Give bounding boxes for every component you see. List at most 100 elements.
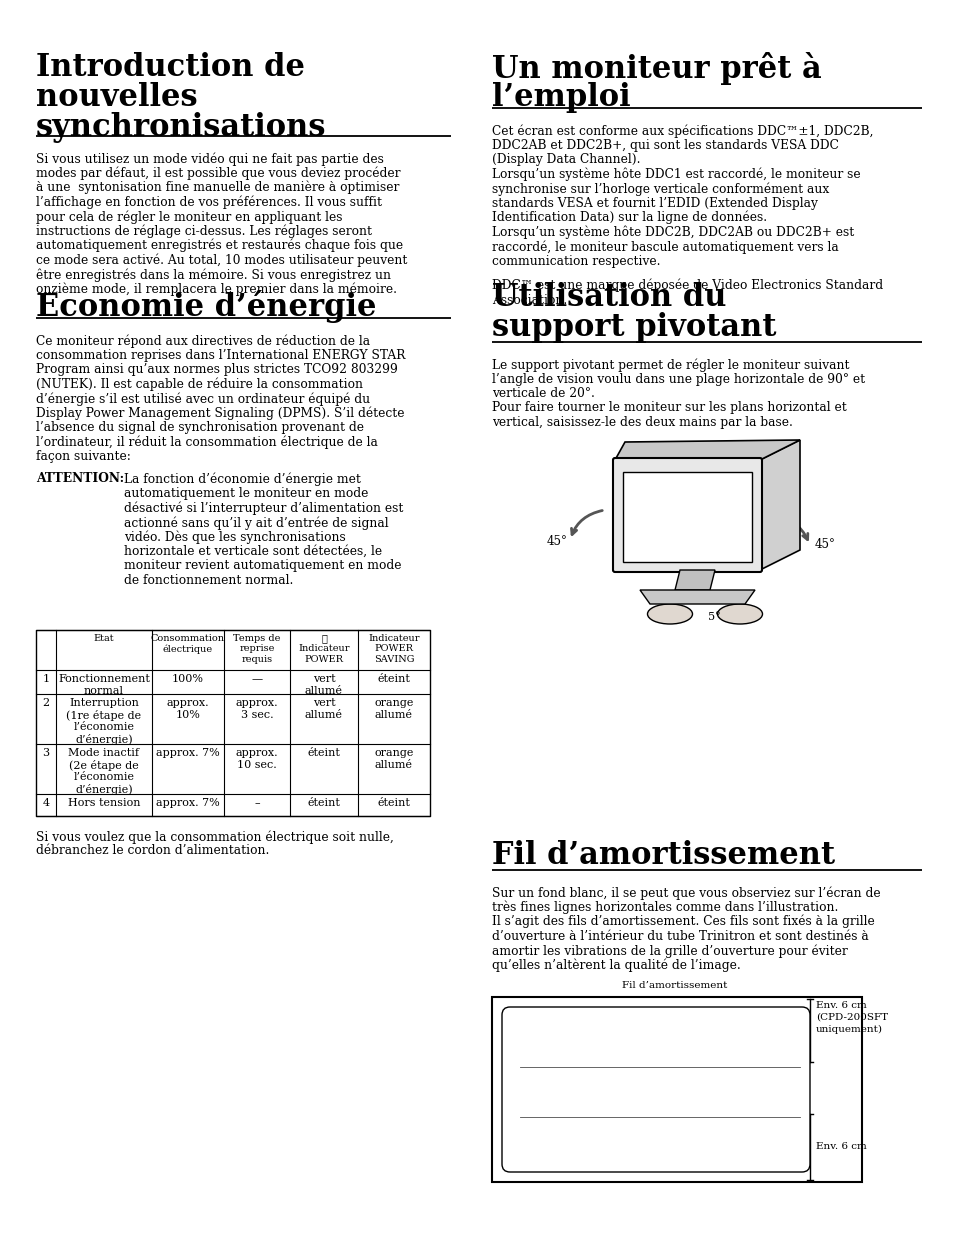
- Text: Display Power Management Signaling (DPMS). S’il détecte: Display Power Management Signaling (DPMS…: [36, 406, 404, 420]
- Text: approx.
10%: approx. 10%: [167, 698, 209, 719]
- Text: Association.: Association.: [492, 293, 567, 307]
- Text: uniquement): uniquement): [815, 1025, 882, 1035]
- Text: Env. 6 cm: Env. 6 cm: [815, 1141, 866, 1151]
- Text: très fines lignes horizontales comme dans l’illustration.: très fines lignes horizontales comme dan…: [492, 900, 838, 914]
- Text: Un moniteur prêt à: Un moniteur prêt à: [492, 52, 821, 84]
- Text: automatiquement le moniteur en mode: automatiquement le moniteur en mode: [124, 487, 368, 501]
- Text: l’emploi: l’emploi: [492, 82, 630, 113]
- Text: orange
allumé: orange allumé: [374, 698, 414, 719]
- Text: synchronisations: synchronisations: [36, 112, 326, 143]
- Text: 100%: 100%: [172, 674, 204, 684]
- Text: être enregistrés dans la mémoire. Si vous enregistrez un: être enregistrés dans la mémoire. Si vou…: [36, 268, 391, 282]
- Text: qu’elles n’altèrent la qualité de l’image.: qu’elles n’altèrent la qualité de l’imag…: [492, 959, 740, 972]
- Text: l’ordinateur, il réduit la consommation électrique de la: l’ordinateur, il réduit la consommation …: [36, 436, 377, 450]
- Text: vertical, saisissez-le des deux mains par la base.: vertical, saisissez-le des deux mains pa…: [492, 416, 792, 428]
- Text: 15°: 15°: [695, 450, 714, 460]
- Text: Il s’agit des fils d’amortissement. Ces fils sont fixés à la grille: Il s’agit des fils d’amortissement. Ces …: [492, 915, 874, 929]
- Text: onzième mode, il remplacera le premier dans la mémoire.: onzième mode, il remplacera le premier d…: [36, 282, 396, 296]
- Text: l’angle de vision voulu dans une plage horizontale de 90° et: l’angle de vision voulu dans une plage h…: [492, 373, 864, 385]
- Text: —: —: [252, 674, 262, 684]
- Text: Program ainsi qu’aux normes plus strictes TCO92 803299: Program ainsi qu’aux normes plus stricte…: [36, 363, 397, 376]
- Text: Lorsqu’un système hôte DDC2B, DDC2AB ou DDC2B+ est: Lorsqu’un système hôte DDC2B, DDC2AB ou …: [492, 226, 853, 238]
- Text: vert
allumé: vert allumé: [305, 698, 343, 719]
- Text: 4: 4: [42, 799, 50, 809]
- Text: (Display Data Channel).: (Display Data Channel).: [492, 153, 639, 166]
- Text: actionné sans qu’il y ait d’entrée de signal: actionné sans qu’il y ait d’entrée de si…: [124, 515, 388, 529]
- Text: Cet écran est conforme aux spécifications DDC™±1, DDC2B,: Cet écran est conforme aux spécification…: [492, 124, 873, 138]
- Text: Hors tension: Hors tension: [68, 799, 140, 809]
- Text: standards VESA et fournit l’EDID (Extended Display: standards VESA et fournit l’EDID (Extend…: [492, 196, 817, 210]
- Text: nouvelles: nouvelles: [36, 82, 197, 113]
- Text: façon suivante:: façon suivante:: [36, 450, 131, 463]
- Text: Introduction de: Introduction de: [36, 52, 305, 83]
- Text: Le support pivotant permet de régler le moniteur suivant: Le support pivotant permet de régler le …: [492, 358, 848, 371]
- Text: automatiquement enregistrés et restaurés chaque fois que: automatiquement enregistrés et restaurés…: [36, 238, 403, 252]
- Text: raccordé, le moniteur bascule automatiquement vers la: raccordé, le moniteur bascule automatiqu…: [492, 240, 838, 253]
- Text: éteint: éteint: [307, 748, 340, 758]
- Text: Interruption
(1re étape de
l’économie
d’énergie): Interruption (1re étape de l’économie d’…: [67, 698, 141, 745]
- Ellipse shape: [717, 604, 761, 623]
- Ellipse shape: [647, 604, 692, 623]
- Text: Fonctionnement
normal: Fonctionnement normal: [58, 674, 150, 696]
- Polygon shape: [639, 590, 754, 604]
- Text: approx. 7%: approx. 7%: [156, 748, 219, 758]
- Text: vidéo. Dès que les synchronisations: vidéo. Dès que les synchronisations: [124, 530, 345, 544]
- Text: 45°: 45°: [814, 538, 835, 551]
- Polygon shape: [675, 570, 714, 590]
- Text: de fonctionnement normal.: de fonctionnement normal.: [124, 574, 294, 587]
- Text: à une  syntonisation fine manuelle de manière à optimiser: à une syntonisation fine manuelle de man…: [36, 181, 399, 195]
- Text: 2: 2: [42, 698, 50, 708]
- Text: orange
allumé: orange allumé: [374, 748, 414, 770]
- Bar: [622, 472, 751, 561]
- Text: Fil d’amortissement: Fil d’amortissement: [621, 981, 726, 990]
- Text: Mode inactif
(2e étape de
l’économie
d’énergie): Mode inactif (2e étape de l’économie d’é…: [69, 748, 139, 795]
- Text: l’absence du signal de synchronisation provenant de: l’absence du signal de synchronisation p…: [36, 421, 364, 433]
- Text: ATTENTION:: ATTENTION:: [36, 472, 124, 486]
- Text: débranchez le cordon d’alimentation.: débranchez le cordon d’alimentation.: [36, 845, 269, 857]
- Text: 5°: 5°: [707, 612, 720, 622]
- FancyBboxPatch shape: [613, 458, 761, 573]
- Text: verticale de 20°.: verticale de 20°.: [492, 388, 595, 400]
- Text: Utilisation du: Utilisation du: [492, 282, 725, 313]
- Text: Consommation
électrique: Consommation électrique: [151, 633, 225, 655]
- Text: éteint: éteint: [377, 799, 410, 809]
- Text: Si vous voulez que la consommation électrique soit nulle,: Si vous voulez que la consommation élect…: [36, 830, 394, 843]
- Text: communication respective.: communication respective.: [492, 255, 659, 267]
- Text: (NUTEK). Il est capable de réduire la consommation: (NUTEK). Il est capable de réduire la co…: [36, 378, 363, 391]
- Text: Env. 6 cm: Env. 6 cm: [815, 1001, 866, 1010]
- Bar: [36, 630, 430, 816]
- Text: La fonction d’économie d’énergie met: La fonction d’économie d’énergie met: [124, 472, 360, 486]
- Text: Ce moniteur répond aux directives de réduction de la: Ce moniteur répond aux directives de réd…: [36, 334, 370, 348]
- Text: éteint: éteint: [377, 674, 410, 684]
- Text: Sur un fond blanc, il se peut que vous observiez sur l’écran de: Sur un fond blanc, il se peut que vous o…: [492, 886, 880, 899]
- Text: DDC™ est une marque déposée de Video Electronics Standard: DDC™ est une marque déposée de Video Ele…: [492, 279, 882, 293]
- Text: –: –: [253, 799, 259, 809]
- Text: Economie d’énergie: Economie d’énergie: [36, 289, 376, 323]
- Text: Identification Data) sur la ligne de données.: Identification Data) sur la ligne de don…: [492, 211, 766, 225]
- Text: approx.
3 sec.: approx. 3 sec.: [235, 698, 278, 719]
- Text: 3: 3: [42, 748, 50, 758]
- Text: Etat: Etat: [93, 633, 114, 643]
- Text: support pivotant: support pivotant: [492, 312, 776, 343]
- Text: pour cela de régler le moniteur en appliquant les: pour cela de régler le moniteur en appli…: [36, 210, 342, 224]
- Bar: [492, 997, 862, 1182]
- Text: amortir les vibrations de la grille d’ouverture pour éviter: amortir les vibrations de la grille d’ou…: [492, 944, 847, 958]
- Text: approx.
10 sec.: approx. 10 sec.: [235, 748, 278, 770]
- Text: modes par défaut, il est possible que vous deviez procéder: modes par défaut, il est possible que vo…: [36, 166, 400, 180]
- Text: moniteur revient automatiquement en mode: moniteur revient automatiquement en mode: [124, 559, 401, 573]
- Text: 1: 1: [42, 674, 50, 684]
- Text: 45°: 45°: [546, 535, 567, 548]
- Text: instructions de réglage ci-dessus. Les réglages seront: instructions de réglage ci-dessus. Les r…: [36, 225, 372, 238]
- Text: DDC2AB et DDC2B+, qui sont les standards VESA DDC: DDC2AB et DDC2B+, qui sont les standards…: [492, 139, 838, 152]
- Text: Si vous utilisez un mode vidéo qui ne fait pas partie des: Si vous utilisez un mode vidéo qui ne fa…: [36, 152, 383, 165]
- Text: éteint: éteint: [307, 799, 340, 809]
- Text: (CPD-200SFT: (CPD-200SFT: [815, 1013, 887, 1022]
- Text: Pour faire tourner le moniteur sur les plans horizontal et: Pour faire tourner le moniteur sur les p…: [492, 401, 846, 415]
- Polygon shape: [615, 440, 800, 460]
- Text: horizontale et verticale sont détectées, le: horizontale et verticale sont détectées,…: [124, 545, 382, 558]
- Text: Indicateur
POWER
SAVING: Indicateur POWER SAVING: [368, 633, 419, 663]
- Text: Fil d’amortissement: Fil d’amortissement: [492, 840, 834, 871]
- Polygon shape: [760, 440, 800, 570]
- Text: d’ouverture à l’intérieur du tube Trinitron et sont destinés à: d’ouverture à l’intérieur du tube Trinit…: [492, 929, 868, 943]
- Text: désactivé si l’interrupteur d’alimentation est: désactivé si l’interrupteur d’alimentati…: [124, 502, 403, 515]
